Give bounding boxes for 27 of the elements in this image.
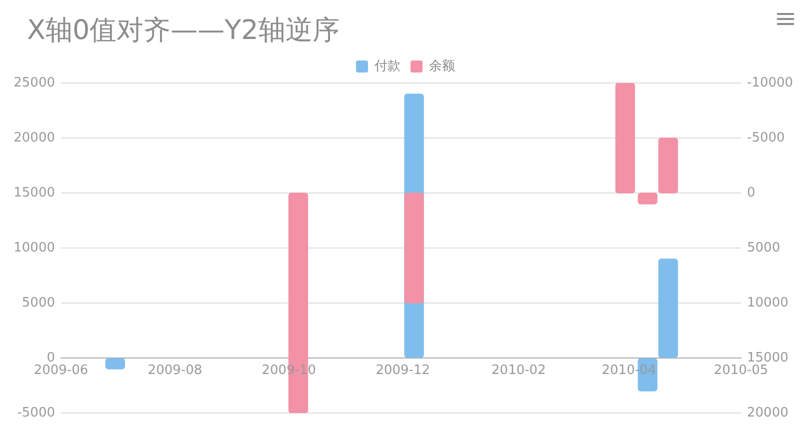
x-tick-label: 2010-02 bbox=[492, 363, 546, 378]
chart-title: X轴0值对齐——Y2轴逆序 bbox=[27, 15, 340, 47]
y2-tick-label: 5000 bbox=[747, 240, 780, 256]
y2-tick-label: 0 bbox=[747, 185, 756, 200]
x-tick-label: 2009-06 bbox=[34, 363, 88, 378]
bar bbox=[658, 258, 678, 358]
legend-label: 余额 bbox=[429, 58, 455, 74]
y2-tick-label: 15000 bbox=[747, 350, 788, 366]
x-tick-label: 2010-05 bbox=[714, 363, 768, 378]
y-tick-label: 25000 bbox=[14, 75, 55, 90]
y2-tick-label: -10000 bbox=[747, 75, 794, 90]
bar bbox=[105, 358, 126, 370]
y2-tick-label: 10000 bbox=[747, 295, 788, 310]
y-tick-label: 20000 bbox=[14, 130, 55, 146]
bar bbox=[658, 138, 678, 194]
bar bbox=[615, 83, 636, 194]
y-tick-label: 10000 bbox=[14, 240, 55, 256]
bar bbox=[638, 192, 658, 204]
y-tick-label: 5000 bbox=[22, 295, 55, 310]
y2-tick-label: -5000 bbox=[747, 130, 785, 146]
x-tick-label: 2009-08 bbox=[148, 363, 202, 378]
y-tick-label: 15000 bbox=[14, 185, 55, 200]
y-tick-label: -5000 bbox=[17, 405, 55, 420]
x-tick-label: 2009-12 bbox=[376, 363, 430, 378]
y-tick-label: 0 bbox=[46, 350, 55, 366]
legend-label: 付款 bbox=[374, 58, 400, 74]
y2-tick-label: 20000 bbox=[747, 405, 788, 420]
